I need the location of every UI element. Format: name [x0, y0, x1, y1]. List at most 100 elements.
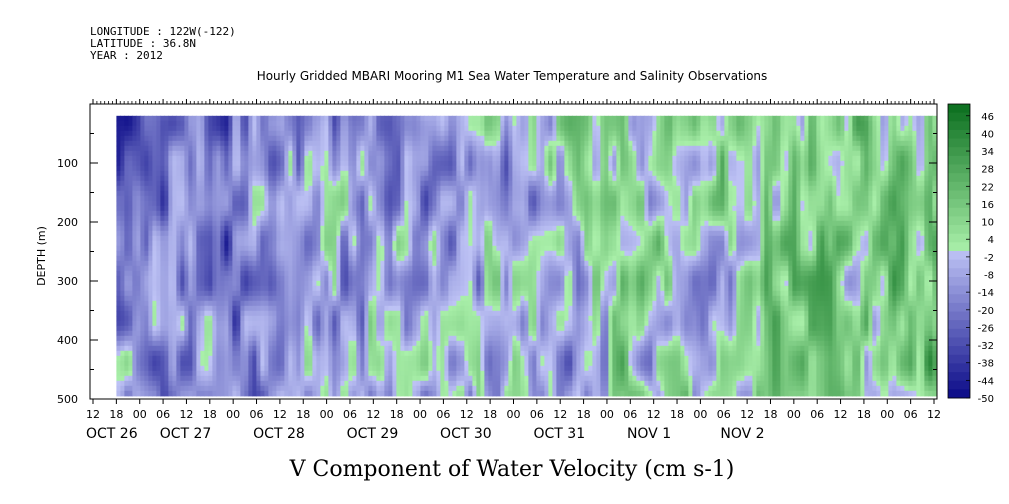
heatmap-cell: [120, 200, 125, 207]
heatmap-cell: [160, 370, 165, 377]
heatmap-cell: [456, 215, 461, 222]
heatmap-cell: [412, 240, 417, 247]
heatmap-cell: [368, 285, 373, 292]
heatmap-cell: [304, 380, 309, 387]
heatmap-cell: [216, 185, 221, 192]
heatmap-cell: [456, 245, 461, 252]
heatmap-cell: [148, 240, 153, 247]
heatmap-cell: [464, 315, 469, 322]
heatmap-cell: [432, 250, 437, 257]
heatmap-cell: [140, 160, 145, 167]
heatmap-cell: [428, 220, 433, 227]
heatmap-cell: [328, 200, 333, 207]
heatmap-cell: [252, 315, 257, 322]
heatmap-cell: [424, 125, 429, 132]
heatmap-cell: [352, 390, 357, 397]
heatmap-cell: [400, 370, 405, 377]
heatmap-cell: [256, 260, 261, 267]
heatmap-cell: [156, 340, 161, 347]
heatmap-cell: [220, 250, 225, 257]
heatmap-cell: [348, 310, 353, 317]
heatmap-cell: [380, 320, 385, 327]
heatmap-cell: [244, 200, 249, 207]
heatmap-cell: [252, 260, 257, 267]
heatmap-cell: [356, 280, 361, 287]
heatmap-cell: [268, 255, 273, 262]
heatmap-cell: [360, 115, 365, 122]
heatmap-cell: [400, 390, 405, 397]
heatmap-cell: [400, 265, 405, 272]
heatmap-cell: [324, 255, 329, 262]
heatmap-cell: [368, 115, 373, 122]
heatmap-cell: [136, 130, 141, 137]
heatmap-cell: [216, 310, 221, 317]
heatmap-cell: [120, 210, 125, 217]
heatmap-cell: [312, 195, 317, 202]
heatmap-cell: [444, 335, 449, 342]
heatmap-cell: [372, 160, 377, 167]
heatmap-cell: [348, 115, 353, 122]
heatmap-cell: [188, 345, 193, 352]
heatmap-cell: [428, 225, 433, 232]
heatmap-cell: [236, 245, 241, 252]
heatmap-cell: [168, 120, 173, 127]
heatmap-cell: [164, 155, 169, 162]
heatmap-cell: [164, 150, 169, 157]
heatmap-cell: [352, 370, 357, 377]
heatmap-cell: [136, 325, 141, 332]
heatmap-cell: [220, 305, 225, 312]
heatmap-cell: [124, 125, 129, 132]
heatmap-cell: [148, 305, 153, 312]
heatmap-cell: [268, 195, 273, 202]
heatmap-cell: [304, 385, 309, 392]
heatmap-cell: [260, 385, 265, 392]
heatmap-cell: [296, 260, 301, 267]
heatmap-cell: [308, 220, 313, 227]
heatmap-cell: [356, 180, 361, 187]
heatmap-cell: [440, 150, 445, 157]
heatmap-cell: [444, 380, 449, 387]
heatmap-cell: [184, 215, 189, 222]
heatmap-cell: [308, 380, 313, 387]
heatmap-cell: [176, 335, 181, 342]
heatmap-cell: [344, 315, 349, 322]
heatmap-cell: [452, 260, 457, 267]
heatmap-cell: [380, 190, 385, 197]
heatmap-cell: [160, 325, 165, 332]
heatmap-cell: [268, 175, 273, 182]
heatmap-cell: [328, 165, 333, 172]
heatmap-cell: [176, 180, 181, 187]
heatmap-cell: [276, 120, 281, 127]
heatmap-cell: [456, 125, 461, 132]
heatmap-cell: [268, 305, 273, 312]
heatmap-cell: [432, 165, 437, 172]
heatmap-cell: [180, 150, 185, 157]
heatmap-cell: [232, 345, 237, 352]
heatmap-cell: [148, 200, 153, 207]
heatmap-cell: [368, 160, 373, 167]
heatmap-cell: [464, 120, 469, 127]
heatmap-cell: [412, 210, 417, 217]
heatmap-cell: [380, 145, 385, 152]
heatmap-cell: [464, 160, 469, 167]
heatmap-cell: [376, 285, 381, 292]
heatmap-cell: [244, 130, 249, 137]
heatmap-cell: [372, 375, 377, 382]
heatmap-cell: [420, 340, 425, 347]
heatmap-cell: [136, 370, 141, 377]
heatmap-cell: [328, 250, 333, 257]
heatmap-cell: [444, 120, 449, 127]
heatmap-cell: [172, 340, 177, 347]
heatmap-cell: [340, 185, 345, 192]
heatmap-cell: [360, 265, 365, 272]
heatmap-cell: [224, 225, 229, 232]
heatmap-cell: [404, 375, 409, 382]
heatmap-cell: [224, 165, 229, 172]
heatmap-cell: [208, 275, 213, 282]
heatmap-cell: [388, 350, 393, 357]
heatmap-cell: [224, 380, 229, 387]
heatmap-cell: [360, 165, 365, 172]
heatmap-cell: [296, 250, 301, 257]
heatmap-cell: [388, 180, 393, 187]
heatmap-cell: [276, 360, 281, 367]
